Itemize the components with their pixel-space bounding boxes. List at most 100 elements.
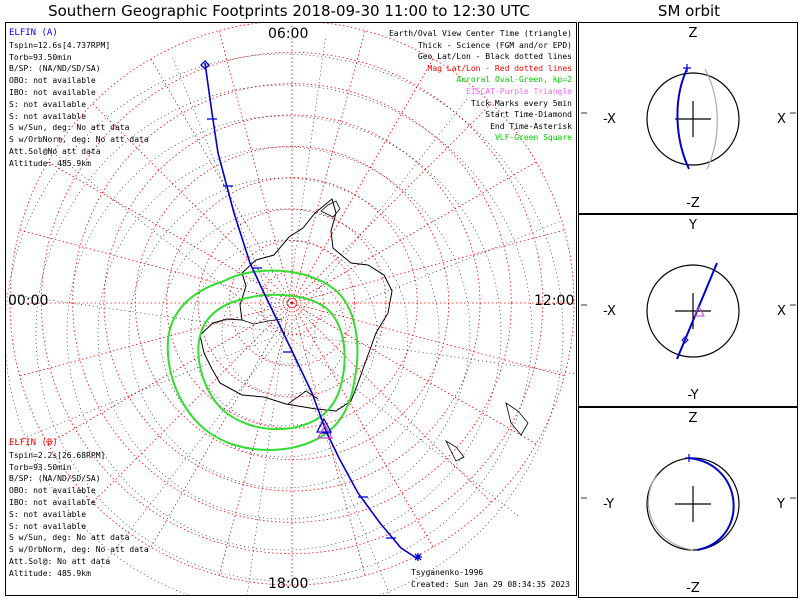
ice-shelf-line xyxy=(241,318,283,325)
mlt-label-right: 12:00 xyxy=(534,293,575,309)
geo-lon-line xyxy=(246,332,285,595)
elfin-b-header: ELFIN (B) xyxy=(9,438,58,448)
sm-orbit-title: SM orbit xyxy=(657,2,721,20)
geo-lat-circle xyxy=(252,301,316,365)
elfin-a-header: ELFIN (A) xyxy=(9,28,58,38)
elfin-a-line: IBO: not available xyxy=(9,87,96,97)
mag-lat-circle xyxy=(9,23,575,586)
elfin-b-line: S w/OrbNorm, deg: No att data xyxy=(9,545,149,555)
page-title: Southern Geographic Footprints 2018-09-3… xyxy=(48,2,530,20)
elfin-a-line: S w/OrbNorm, deg: No att data xyxy=(9,135,149,145)
mag-lat-circle xyxy=(72,83,512,523)
axis-label-bottom: -Z xyxy=(686,196,700,211)
geo-lon-line xyxy=(171,54,285,334)
mlt-label-left: 00:00 xyxy=(8,293,49,309)
elfin-a-line: Att.Sol@No att data xyxy=(9,146,101,156)
legend-item: Earth/Oval View Center Time (triangle) xyxy=(388,29,572,38)
orbit-track xyxy=(676,68,690,170)
elfin-b-line: Tspin=2.2s[26.68RPM] xyxy=(9,450,106,460)
eiscat-triangle xyxy=(316,423,334,439)
elfin-b-line: B/SP: (NA/ND/SD/SA) xyxy=(9,474,101,484)
mag-lon-line xyxy=(218,30,293,304)
mag-lat-circle xyxy=(40,51,544,555)
elfin-a-info: ELFIN (A) Tspin=12.6s[4.737RPM] Torb=93.… xyxy=(9,28,149,170)
footprint-map-panel: ELFIN (A) Tspin=12.6s[4.737RPM] Torb=93.… xyxy=(5,22,577,596)
orbit-back-side xyxy=(647,473,694,551)
elfin-a-line: Altitude: 485.9km xyxy=(9,158,91,168)
eiscat-triangle xyxy=(693,305,705,317)
elfin-b-line: S: not available xyxy=(9,521,87,531)
mag-lon-line xyxy=(218,302,293,576)
mag-lon-line xyxy=(47,302,293,445)
geo-lat-circle xyxy=(190,239,378,427)
created-label: Created: Sun Jan 29 08:34:35 2023 xyxy=(411,580,570,589)
end-asterisk xyxy=(414,553,422,561)
geo-lat-circle xyxy=(97,146,471,520)
legend-item: Tick Marks every 5min xyxy=(470,98,572,108)
legend-item: Thick - Science (FGM and/or EPD) xyxy=(417,40,572,50)
mag-lat-circle xyxy=(197,208,387,398)
elfin-a-line: S: not available xyxy=(9,99,87,109)
geo-lon-line xyxy=(47,148,285,334)
landmass-outline xyxy=(445,439,465,462)
elfin-b-line: S w/Sun, deg: No att data xyxy=(9,533,130,543)
start-diamond xyxy=(200,60,210,70)
orbit-back-side xyxy=(704,68,718,170)
axis-label-bottom: -Y xyxy=(687,388,698,403)
earth-circle xyxy=(646,264,740,358)
geo-lat-circle xyxy=(159,208,409,458)
sm-orbit-yz-plot: Z -Z -Y Y xyxy=(581,411,796,596)
elfin-b-line: S: not available xyxy=(9,509,87,519)
mag-lon-line xyxy=(291,229,565,304)
elfin-a-line: S: not available xyxy=(9,111,87,121)
geo-lon-line xyxy=(6,332,285,446)
elfin-b-info: ELFIN (B) Tspin=2.2s[26.68RPM] Torb=93.5… xyxy=(9,438,149,580)
mag-lon-line xyxy=(291,302,537,445)
elfin-a-line: Torb=93.50min xyxy=(9,52,72,62)
mag-lon-line xyxy=(291,302,565,377)
mag-lon-line xyxy=(150,302,293,548)
mag-lon-line xyxy=(291,302,366,576)
mag-lon-line xyxy=(291,103,492,304)
axis-label-left: -Y xyxy=(603,497,614,512)
geo-lon-line xyxy=(283,220,563,334)
mag-lon-line xyxy=(291,302,434,548)
legend: Earth/Oval View Center Time (triangle) T… xyxy=(389,28,572,144)
mag-lon-line xyxy=(291,161,537,304)
elfin-b-line: Att.Sol@: No att data xyxy=(9,556,111,566)
geo-lon-line xyxy=(283,332,576,375)
elfin-a-line: OBO: not available xyxy=(9,76,96,86)
mag-lon-line xyxy=(47,161,293,304)
axis-label-left: -X xyxy=(603,304,616,319)
axis-label-right: X xyxy=(777,112,786,127)
axis-label-right: X xyxy=(777,304,786,319)
legend-item: Mag Lat/Lon - Red dotted lines xyxy=(427,63,573,73)
legend-item: Geo Lat/Lon - Black dotted lines xyxy=(417,52,572,62)
elfin-b-line: Torb=93.50min xyxy=(9,462,72,472)
elfin-a-line: Tspin=12.6s[4.737RPM] xyxy=(9,40,111,50)
end-asterisk xyxy=(683,64,691,72)
mag-lon-line xyxy=(291,302,492,503)
landmass-outline xyxy=(505,402,529,436)
start-diamond xyxy=(681,336,689,344)
end-asterisk xyxy=(685,454,693,462)
geo-lat-circle xyxy=(35,84,533,582)
legend-item: VLF-Green Square xyxy=(494,133,572,143)
legend-item: Auroral Oval-Green, kp=2 xyxy=(456,75,572,85)
axis-label-right: Y xyxy=(776,497,785,512)
antarctica-coastline xyxy=(199,198,393,412)
elfin-a-track xyxy=(204,62,419,560)
center-time-triangle xyxy=(315,417,333,433)
legend-item: EISCAT-Purple Triangle xyxy=(466,86,572,96)
mag-lon-line xyxy=(291,58,434,304)
earth-circle xyxy=(646,72,740,166)
geo-lat-circle xyxy=(6,53,564,595)
sm-orbit-xy-plot: Y -Y -X X xyxy=(581,218,796,403)
sm-panel-xy: Y -Y -X X xyxy=(578,214,798,407)
mag-lon-line xyxy=(291,30,366,304)
mlt-label-top: 06:00 xyxy=(268,26,309,42)
legend-item: End Time-Asterisk xyxy=(490,121,572,131)
axis-label-left: -X xyxy=(603,112,616,127)
elfin-a-line: S w/Sun, deg: No att data xyxy=(9,123,130,133)
geo-lat-circle xyxy=(66,115,502,551)
